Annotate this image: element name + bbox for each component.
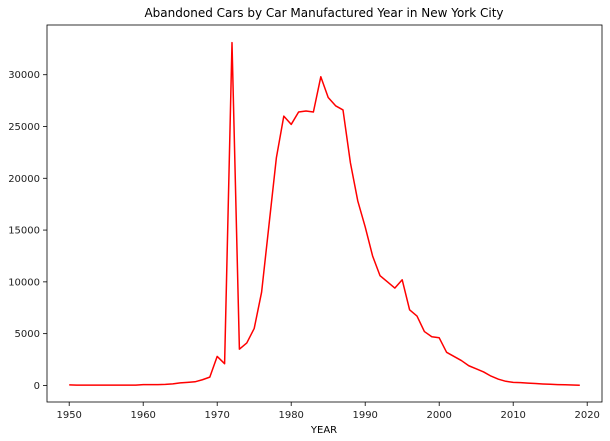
y-axis: 0 5000 10000 15000 20000 25000 30000: [8, 70, 47, 392]
x-tick-label: 1980: [278, 410, 303, 421]
series-line: [69, 41, 580, 386]
chart-title: Abandoned Cars by Car Manufactured Year …: [144, 6, 503, 20]
y-tick-label: 5000: [15, 329, 40, 340]
x-tick-label: 1970: [204, 410, 229, 421]
x-tick-label: 1950: [56, 410, 81, 421]
x-axis: 1950 1960 1970 1980 1990 2000 2010 2020: [56, 402, 600, 421]
y-tick-label: 10000: [8, 277, 40, 288]
x-axis-label: YEAR: [310, 425, 337, 436]
x-tick-label: 1960: [130, 410, 155, 421]
x-tick-label: 2000: [426, 410, 451, 421]
y-tick-label: 0: [34, 381, 40, 392]
plot-area: 1950 1960 1970 1980 1990 2000 2010 2020 0 5000 10…: [8, 24, 603, 421]
x-tick-label: 2020: [574, 410, 599, 421]
y-tick-label: 15000: [8, 226, 40, 237]
y-tick-label: 25000: [8, 122, 40, 133]
plot-frame: [46, 24, 603, 403]
x-tick-label: 1990: [352, 410, 377, 421]
y-tick-label: 30000: [8, 70, 40, 81]
x-tick-label: 2010: [500, 410, 525, 421]
y-tick-label: 20000: [8, 174, 40, 185]
